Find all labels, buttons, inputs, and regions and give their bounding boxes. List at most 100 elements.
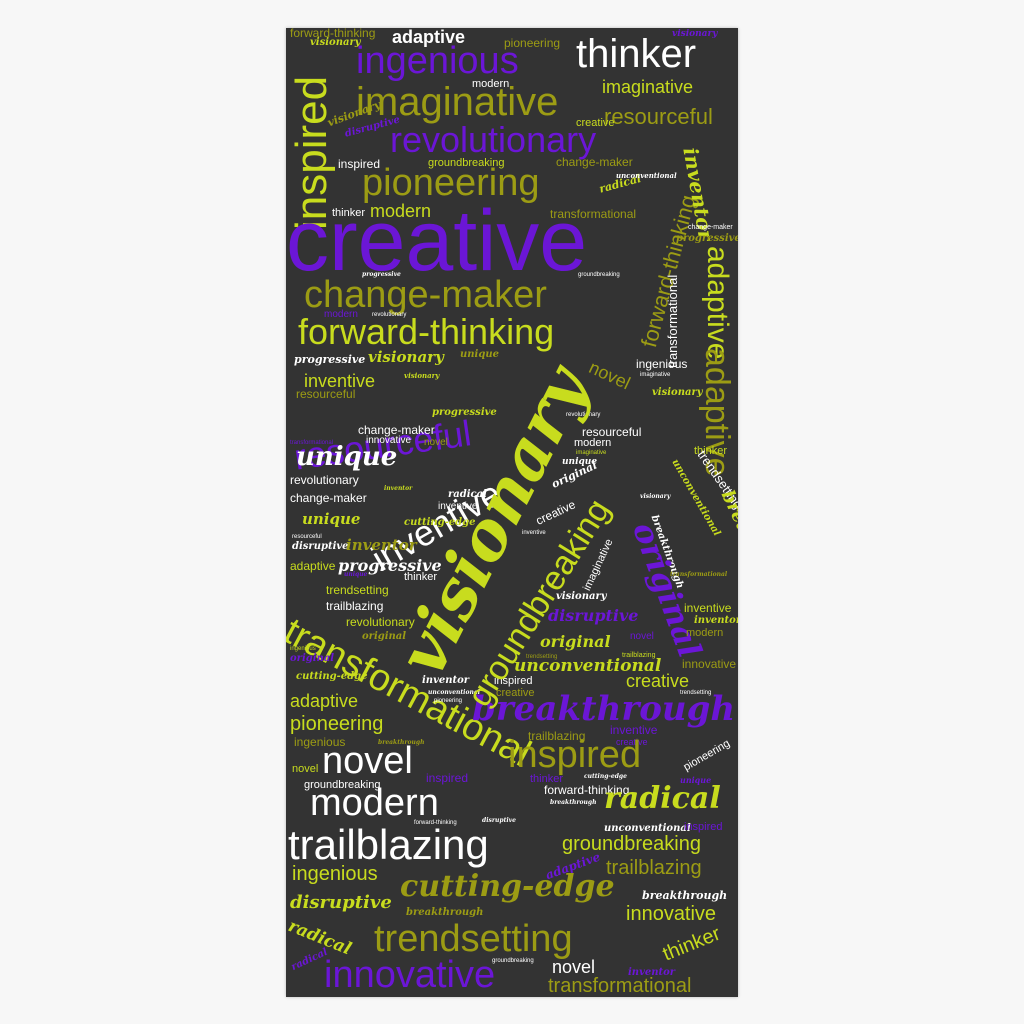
word-unconventional-small: unconventional (604, 823, 691, 834)
word-thinker-small-right: thinker (694, 445, 728, 457)
word-creative-huge: creative (286, 193, 588, 289)
word-transformational-vertical-small: transformational (665, 274, 680, 368)
word-revolutionary-small: revolutionary (290, 473, 359, 487)
word-modern-dim: modern (324, 309, 358, 320)
word-pioneering-medium: pioneering (290, 713, 384, 735)
word-innovative-large: innovative (324, 954, 496, 996)
word-creative-tiny: creative (576, 117, 615, 129)
word-ingenious-large: ingenious (356, 40, 519, 82)
word-novel-small-3: novel (292, 763, 319, 775)
word-novel-small-2: novel (630, 631, 654, 642)
word-unique-medium: unique (302, 510, 361, 528)
word-revolutionary-micro: revolutionary (372, 312, 407, 318)
word-radical-small: radical (448, 489, 487, 500)
word-disruptive-medium: disruptive (548, 606, 639, 625)
word-trailblazing-medium: trailblazing (606, 857, 702, 879)
word-innovative-small: innovative (366, 435, 412, 446)
word-resourceful-micro: resourceful (292, 534, 322, 540)
word-visionary-corner: visionary (672, 29, 718, 39)
word-radical-large: radical (604, 781, 721, 816)
word-inventive-small-2: inventive (610, 723, 658, 737)
word-breakthrough-micro: breakthrough (378, 739, 425, 746)
word-original-small-2: original (362, 631, 407, 642)
word-unique-micro-2: unique (680, 775, 712, 785)
word-progressive-small: progressive (294, 353, 366, 366)
word-revolutionary-micro-2: revolutionary (566, 412, 601, 418)
word-ingenious-small-2: ingenious (294, 735, 346, 749)
word-transformational-medium: transformational (548, 975, 692, 997)
word-groundbreaking-micro: groundbreaking (578, 272, 620, 278)
word-trailblazing-micro: trailblazing (622, 652, 656, 659)
word-thinker-rotated: thinker (659, 922, 724, 966)
word-visionary-micro-2: visionary (640, 493, 671, 500)
word-thinker-small-3: thinker (530, 773, 564, 785)
word-cutting-edge-small-2: cutting-edge (296, 671, 368, 682)
word-groundbreaking-small-2: groundbreaking (304, 779, 381, 791)
word-novel-medium: novel (552, 957, 596, 977)
word-modern-small: modern (574, 437, 612, 449)
word-unique-micro: unique (344, 571, 368, 578)
word-resourceful-small: resourceful (296, 387, 356, 401)
word-revolutionary-small-2: revolutionary (346, 615, 415, 629)
word-innovative-small-right: innovative (682, 657, 737, 671)
word-forward-thinking-large: forward-thinking (298, 311, 555, 352)
word-inspired-small-2: inspired (494, 675, 533, 687)
word-innovative-medium: innovative (626, 903, 717, 925)
word-original-medium: original (540, 632, 611, 651)
word-breakthrough-small-2: breakthrough (406, 907, 484, 918)
word-disruptive-small: disruptive (292, 541, 349, 552)
word-creative-micro: creative (616, 737, 648, 747)
word-inventive-micro: inventive (522, 530, 546, 536)
word-inventor-small-2: inventor (422, 675, 470, 686)
word-adaptive-small-2: adaptive (290, 559, 336, 573)
word-breakthrough-small: breakthrough (642, 889, 728, 902)
word-disruptive-micro: disruptive (482, 817, 516, 824)
word-imaginative-medium: imaginative (602, 77, 694, 97)
word-cutting-edge-small: cutting-edge (404, 517, 476, 528)
word-visionary-small-right: visionary (652, 387, 703, 398)
word-groundbreaking-small: groundbreaking (428, 157, 505, 169)
word-unconventional-micro: unconventional (428, 689, 480, 696)
word-progressive-small-2: progressive (432, 407, 497, 418)
word-unconventional-tiny: unconventional (616, 171, 677, 180)
word-thinker-small: thinker (332, 207, 366, 219)
word-inventor-micro: inventor (384, 485, 413, 492)
word-progressive-medium: progressive (338, 556, 442, 575)
word-creative-medium: creative (626, 671, 690, 691)
word-trailblazing-large: trailblazing (288, 821, 489, 868)
word-forward-thinking-small: forward-thinking (544, 783, 630, 797)
word-pioneering-micro: pioneering (434, 698, 463, 704)
word-inventor-small: inventor (694, 615, 738, 626)
word-inspired-small: inspired (338, 157, 381, 171)
word-adaptive-medium: adaptive (290, 691, 359, 711)
word-inspired-small-4: inspired (684, 821, 723, 833)
word-imaginative-micro: imaginative (640, 372, 671, 378)
word-cloud: forward-thinking visionary adaptive pion… (286, 28, 738, 997)
word-change-maker-medium: change-maker (358, 423, 435, 437)
word-groundbreaking-micro-2: groundbreaking (492, 958, 534, 964)
word-novel-small: novel (424, 437, 448, 448)
word-inventor-medium: inventor (346, 536, 417, 554)
word-inspired-large: inspired (508, 734, 642, 776)
word-groundbreaking-medium: groundbreaking (562, 833, 701, 855)
word-imaginative-large: imaginative (356, 80, 559, 124)
word-change-maker-tiny: change-maker (688, 224, 733, 231)
word-creative-small: creative (496, 687, 535, 699)
word-pioneering-small: pioneering (504, 36, 561, 50)
word-visionary-small-center: visionary (556, 591, 607, 602)
word-trendsetting-micro-2: trendsetting (680, 690, 712, 696)
word-inventor-small-3: inventor (628, 967, 676, 978)
word-revolutionary-large: revolutionary (390, 119, 597, 160)
word-modern-small-right: modern (686, 627, 724, 639)
word-unique-large: unique (296, 442, 398, 472)
word-visionary-tiny: visionary (310, 37, 361, 48)
word-inventive-medium: inventive (304, 371, 376, 391)
word-ingenious-small: ingenious (636, 357, 688, 371)
word-inventive-small: inventive (438, 501, 478, 512)
word-modern-tiny: modern (472, 78, 510, 90)
word-transformational-micro-right: transformational (670, 571, 728, 578)
word-original-small-3: original (290, 653, 335, 664)
word-change-maker-small-2: change-maker (290, 491, 367, 505)
word-novel-large: novel (322, 740, 413, 782)
word-unique-small: unique (562, 457, 598, 467)
